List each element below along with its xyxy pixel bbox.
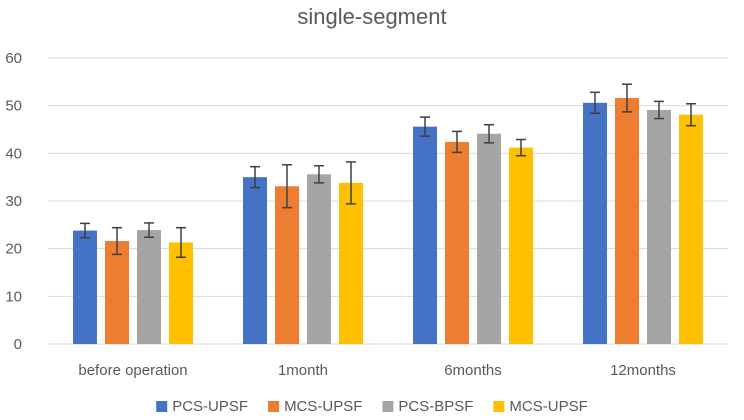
legend: PCS-UPSF MCS-UPSF PCS-BPSF MCS-UPSF	[156, 398, 588, 415]
y-tick-label: 50	[5, 98, 22, 115]
legend-swatch	[382, 401, 394, 412]
bar	[137, 230, 161, 344]
y-tick-label: 10	[5, 288, 22, 305]
x-category-label: before operation	[78, 362, 187, 379]
y-tick-label: 60	[5, 50, 22, 67]
bar	[339, 182, 363, 344]
bar	[583, 102, 607, 344]
bar	[275, 186, 299, 344]
legend-swatch	[156, 401, 168, 412]
legend-label: PCS-BPSF	[398, 398, 473, 415]
y-tick-label: 20	[5, 241, 22, 258]
error-bars	[80, 83, 696, 258]
y-tick-label: 30	[5, 193, 22, 210]
legend-swatch	[493, 401, 505, 412]
bar	[307, 174, 331, 344]
bar	[73, 230, 97, 344]
bar	[105, 241, 129, 344]
bar	[445, 141, 469, 344]
x-category-label: 6months	[444, 362, 502, 379]
legend-label: MCS-UPSF	[509, 398, 587, 415]
legend-label: PCS-UPSF	[172, 398, 248, 415]
y-axis-ticks: 0 10 20 30 40 50 60	[5, 50, 22, 353]
bar	[169, 242, 193, 344]
chart-title: single-segment	[297, 4, 446, 29]
bar	[509, 147, 533, 344]
bar	[647, 109, 671, 344]
y-tick-label: 40	[5, 145, 22, 162]
x-axis-categories: before operation 1month 6months 12months	[78, 362, 676, 379]
x-category-label: 12months	[610, 362, 676, 379]
x-category-label: 1month	[278, 362, 328, 379]
bar	[413, 126, 437, 344]
legend-swatch	[268, 401, 280, 412]
gridlines	[48, 57, 728, 345]
bar	[243, 177, 267, 344]
bar	[477, 133, 501, 344]
bar	[679, 114, 703, 345]
bar	[615, 98, 639, 344]
y-tick-label: 0	[14, 336, 22, 353]
bars	[73, 98, 703, 345]
legend-label: MCS-UPSF	[284, 398, 362, 415]
